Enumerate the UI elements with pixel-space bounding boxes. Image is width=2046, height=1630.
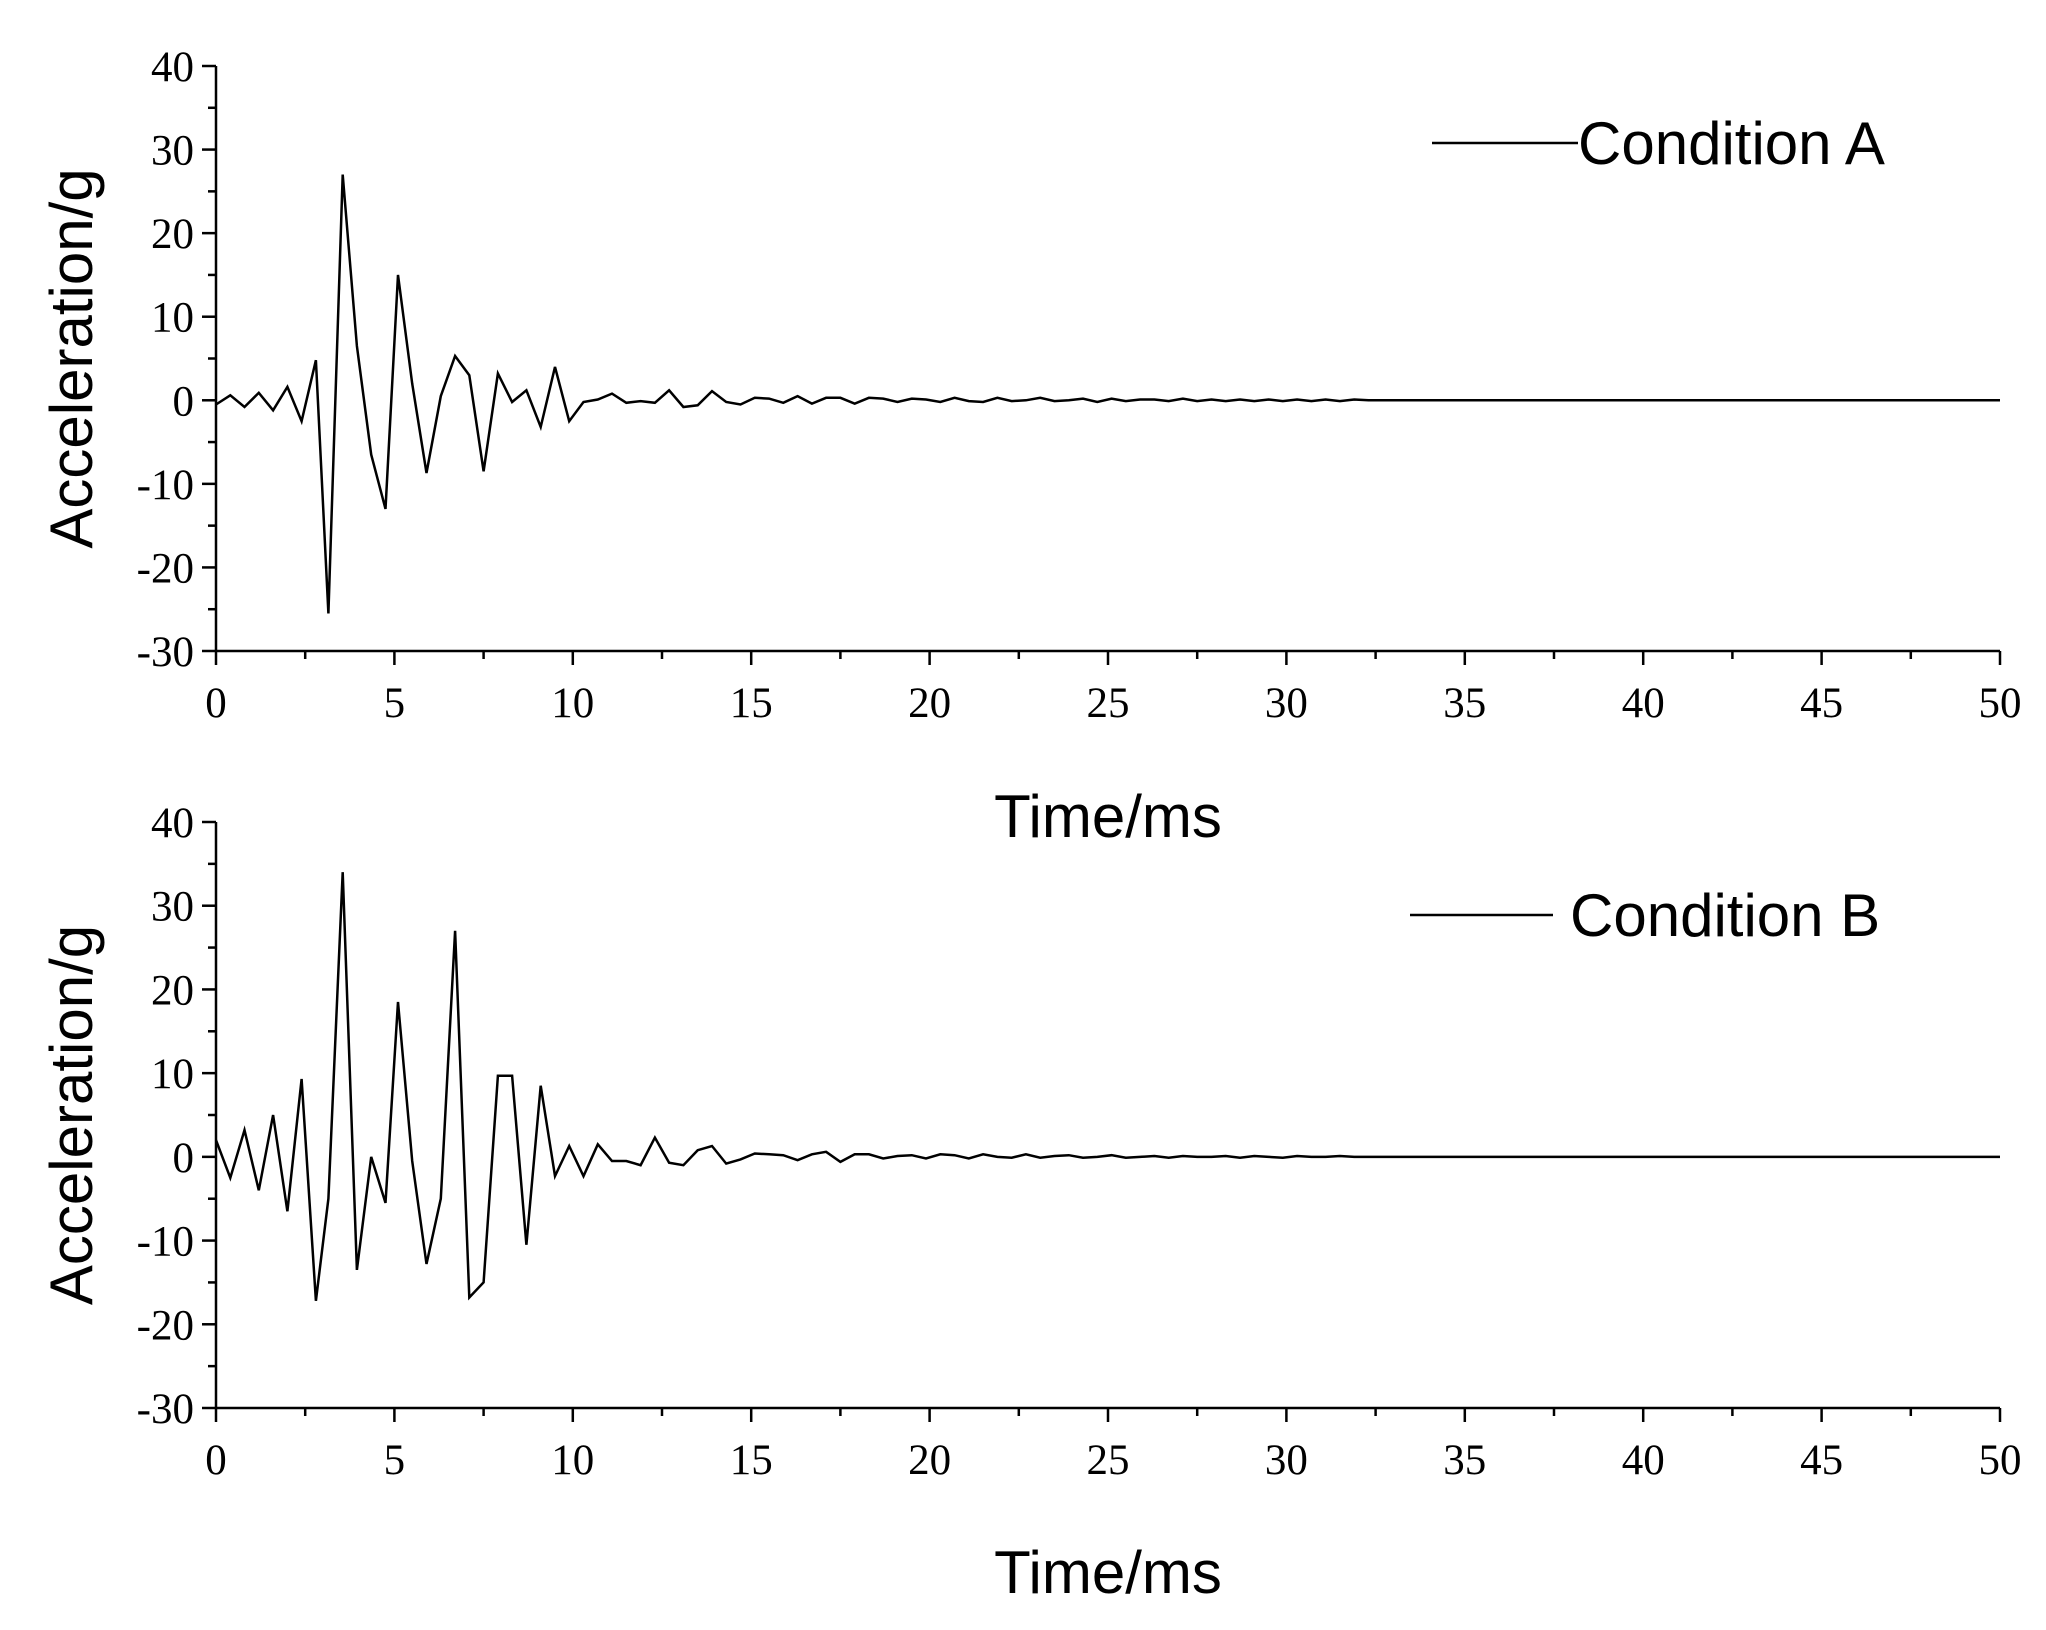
x-tick-label: 0 bbox=[205, 680, 227, 727]
y-tick-label: -30 bbox=[137, 629, 194, 676]
x-tick-label: 35 bbox=[1443, 1437, 1486, 1484]
x-axis-title: Time/ms bbox=[994, 1539, 1222, 1606]
chart-panel-b: -30 -20 -10 0 10 20 30 40 0 5 10 15 20 25 30 35 40 45 50 Ti… bbox=[38, 800, 2022, 1606]
x-tick-label: 45 bbox=[1800, 680, 1843, 727]
y-tick-label: 20 bbox=[151, 211, 194, 258]
x-tick-label: 40 bbox=[1622, 1437, 1665, 1484]
x-tick-label: 10 bbox=[551, 1437, 594, 1484]
y-tick-label: -10 bbox=[137, 462, 194, 509]
chart-panel-a: -30 -20 -10 0 10 20 30 40 0 5 10 15 20 25 30 35 40 45 50 Ti… bbox=[38, 44, 2022, 850]
x-tick-label: 5 bbox=[384, 680, 406, 727]
legend-label: Condition B bbox=[1570, 882, 1880, 949]
y-tick-label: 0 bbox=[173, 378, 195, 425]
legend-label: Condition A bbox=[1578, 110, 1885, 177]
x-axis-title: Time/ms bbox=[994, 783, 1222, 850]
x-tick-label: 45 bbox=[1800, 1437, 1843, 1484]
series-line bbox=[214, 872, 2000, 1301]
x-tick-label: 5 bbox=[384, 1437, 406, 1484]
y-tick-label: 0 bbox=[173, 1135, 195, 1182]
y-tick-label: 40 bbox=[151, 800, 194, 847]
x-tick-label: 40 bbox=[1622, 680, 1665, 727]
series-line bbox=[215, 174, 2000, 614]
x-tick-label: 25 bbox=[1087, 680, 1130, 727]
x-tick-label: 15 bbox=[730, 680, 773, 727]
x-tick-label: 10 bbox=[551, 680, 594, 727]
y-axis-title: Acceleration/g bbox=[38, 925, 105, 1305]
y-tick-label: -20 bbox=[137, 545, 194, 592]
y-tick-label: 20 bbox=[151, 967, 194, 1014]
x-tick-label: 35 bbox=[1443, 680, 1486, 727]
y-tick-label: -30 bbox=[137, 1386, 194, 1433]
x-tick-label: 0 bbox=[205, 1437, 227, 1484]
y-tick-label: 40 bbox=[151, 44, 194, 91]
y-tick-label: 30 bbox=[151, 128, 194, 175]
x-tick-label: 25 bbox=[1087, 1437, 1130, 1484]
x-tick-label: 50 bbox=[1979, 1437, 2022, 1484]
x-tick-label: 30 bbox=[1265, 680, 1308, 727]
y-tick-label: 10 bbox=[151, 1051, 194, 1098]
x-tick-label: 20 bbox=[908, 680, 951, 727]
x-tick-label: 15 bbox=[730, 1437, 773, 1484]
y-tick-label: 30 bbox=[151, 884, 194, 931]
y-tick-label: -10 bbox=[137, 1219, 194, 1266]
x-tick-label: 50 bbox=[1979, 680, 2022, 727]
y-tick-label: -20 bbox=[137, 1302, 194, 1349]
y-tick-label: 10 bbox=[151, 295, 194, 342]
x-tick-label: 30 bbox=[1265, 1437, 1308, 1484]
y-axis-title: Acceleration/g bbox=[38, 168, 105, 548]
x-tick-label: 20 bbox=[908, 1437, 951, 1484]
